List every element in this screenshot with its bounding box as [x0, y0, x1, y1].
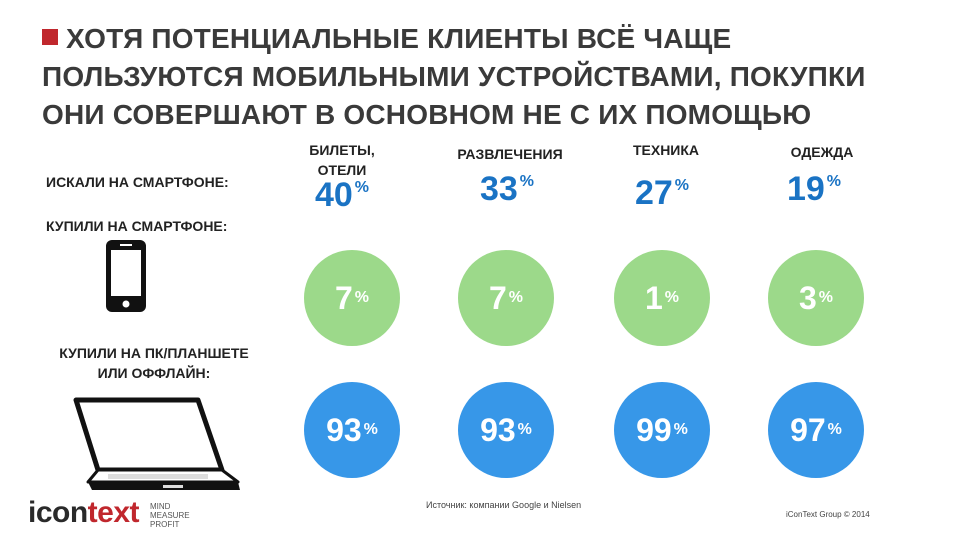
row-label-bought-pc-line1: КУПИЛИ НА ПК/ПЛАНШЕТЕ — [59, 345, 249, 361]
category-label-line1: РАЗВЛЕЧЕНИЯ — [457, 146, 563, 162]
row-label-bought-pc-line2: ИЛИ ОФФЛАЙН: — [97, 365, 211, 381]
category-label-line1: БИЛЕТЫ, — [309, 142, 375, 158]
category-label: ОДЕЖДА — [752, 142, 892, 162]
searched-number: 40 — [314, 176, 353, 214]
category-label-line1: ОДЕЖДА — [790, 144, 854, 160]
percent-sign: % — [818, 289, 834, 306]
percent-sign: % — [519, 173, 535, 190]
bought-pc-number: 93 — [480, 411, 516, 448]
searched-number: 19 — [786, 170, 825, 208]
bought-pc-number: 97 — [790, 411, 826, 448]
row-label-bought-phone: КУПИЛИ НА СМАРТФОНЕ: — [46, 218, 228, 234]
searched-value: 27% — [592, 174, 732, 213]
percent-sign: % — [508, 289, 524, 306]
percent-sign: % — [674, 177, 690, 194]
bought-phone-number: 7 — [334, 279, 353, 316]
category-label: РАЗВЛЕЧЕНИЯ — [440, 144, 580, 164]
searched-value: 33% — [437, 170, 577, 209]
category-label: БИЛЕТЫ, ОТЕЛИ — [272, 140, 412, 180]
row-label-searched: ИСКАЛИ НА СМАРТФОНЕ: — [46, 174, 229, 190]
percent-sign: % — [664, 289, 680, 306]
bought-phone-circle: 7% — [304, 250, 400, 346]
searched-number: 27 — [634, 174, 673, 212]
percent-sign: % — [673, 421, 688, 438]
bought-pc-circle: 99% — [614, 382, 710, 478]
bought-phone-circle: 1% — [614, 250, 710, 346]
bought-pc-number: 93 — [326, 411, 362, 448]
slide-title-block: ХОТЯ ПОТЕНЦИАЛЬНЫЕ КЛИЕНТЫ ВСЁ ЧАЩЕ ПОЛЬ… — [42, 20, 922, 134]
percent-sign: % — [826, 173, 842, 190]
logo-wordmark: icontext — [28, 496, 140, 530]
percent-sign: % — [827, 421, 842, 438]
bought-phone-circle: 7% — [458, 250, 554, 346]
searched-number: 33 — [479, 170, 518, 208]
percent-sign: % — [354, 289, 370, 306]
bought-phone-number: 3 — [798, 279, 817, 316]
bought-pc-circle: 93% — [304, 382, 400, 478]
slide-title: ХОТЯ ПОТЕНЦИАЛЬНЫЕ КЛИЕНТЫ ВСЁ ЧАЩЕ ПОЛЬ… — [42, 20, 922, 134]
smartphone-icon — [106, 240, 146, 312]
searched-value: 19% — [744, 170, 884, 209]
category-label: ТЕХНИКА — [596, 140, 736, 160]
bought-pc-number: 99 — [636, 411, 672, 448]
copyright-note: iConText Group © 2014 — [786, 510, 870, 519]
logo-tag-1: MIND — [150, 502, 171, 511]
row-label-bought-pc: КУПИЛИ НА ПК/ПЛАНШЕТЕ ИЛИ ОФФЛАЙН: — [34, 343, 274, 383]
title-marker-square — [42, 29, 58, 45]
percent-sign: % — [363, 421, 378, 438]
bought-phone-number: 7 — [488, 279, 507, 316]
percent-sign: % — [354, 179, 370, 196]
searched-value: 40% — [272, 176, 412, 215]
logo-tag-3: PROFIT — [150, 520, 180, 529]
slide-title-text: ХОТЯ ПОТЕНЦИАЛЬНЫЕ КЛИЕНТЫ ВСЁ ЧАЩЕ ПОЛЬ… — [42, 23, 866, 130]
bought-pc-circle: 93% — [458, 382, 554, 478]
bought-phone-circle: 3% — [768, 250, 864, 346]
source-note: Источник: компании Google и Nielsen — [426, 500, 582, 510]
logo-word-start: icon — [28, 496, 88, 529]
laptop-icon — [73, 397, 240, 490]
bought-phone-number: 1 — [644, 279, 663, 316]
percent-sign: % — [517, 421, 532, 438]
bought-pc-circle: 97% — [768, 382, 864, 478]
category-label-line1: ТЕХНИКА — [632, 142, 700, 158]
logo-word-end: text — [87, 496, 140, 529]
logo-tag-2: MEASURE — [150, 511, 190, 520]
category-label-line2: ОТЕЛИ — [317, 162, 367, 178]
logo-tagline: MIND MEASURE PROFIT — [150, 502, 190, 529]
